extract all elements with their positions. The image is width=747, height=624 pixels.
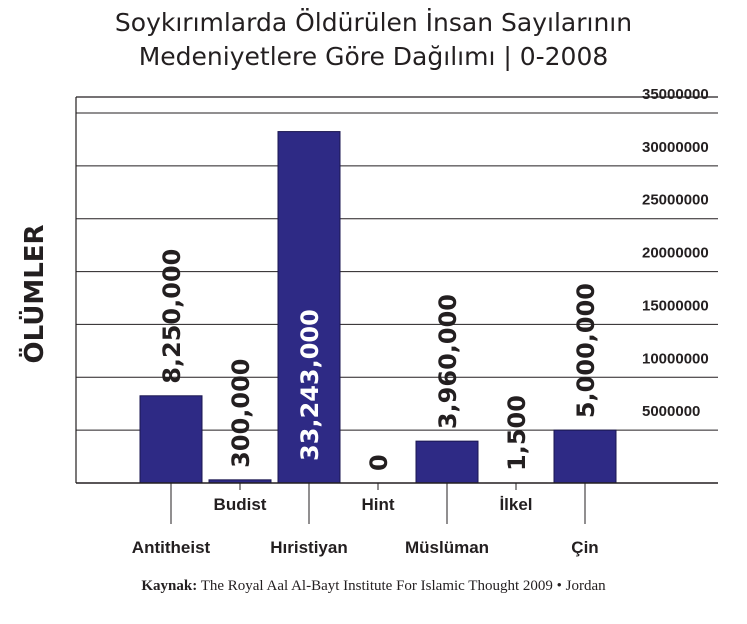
source-label: Kaynak:	[141, 578, 198, 594]
y-tick-label: 20000000	[642, 245, 709, 262]
bar-value-label: 1,500	[503, 395, 531, 471]
source-note: Kaynak: The Royal Aal Al-Bayt Institute …	[0, 578, 747, 595]
chart-subtitle: Medeniyetlere Göre Dağılımı | 0-2008	[138, 42, 609, 71]
bar-value-label: 0	[365, 454, 393, 471]
category-label: Hıristiyan	[270, 538, 347, 557]
bar-value-label: 3,960,000	[434, 294, 462, 429]
y-tick-label: 30000000	[642, 139, 709, 156]
category-label: Hint	[361, 495, 394, 514]
category-label: İlkel	[499, 495, 532, 514]
bar-value-label: 300,000	[227, 359, 255, 468]
bar-value-label: 33,243,000	[296, 309, 324, 461]
y-tick-label: 15000000	[642, 297, 709, 314]
category-label: Müslüman	[405, 538, 489, 557]
bar	[415, 440, 479, 484]
bar	[553, 429, 617, 484]
bar	[139, 395, 203, 484]
category-label: Çin	[571, 538, 598, 557]
y-tick-label: 25000000	[642, 192, 709, 209]
bar-value-label: 8,250,000	[158, 249, 186, 384]
chart-title: Soykırımlarda Öldürülen İnsan Sayılarını…	[114, 8, 633, 37]
source-text: The Royal Aal Al-Bayt Institute For Isla…	[197, 578, 606, 594]
y-tick-label: 10000000	[642, 350, 709, 367]
y-tick-label: 35000000	[642, 86, 709, 103]
bar	[277, 131, 341, 484]
category-label: Antitheist	[132, 538, 211, 557]
y-tick-label: 5000000	[642, 403, 700, 420]
bar-value-label: 5,000,000	[572, 283, 600, 418]
category-label: Budist	[214, 495, 267, 514]
